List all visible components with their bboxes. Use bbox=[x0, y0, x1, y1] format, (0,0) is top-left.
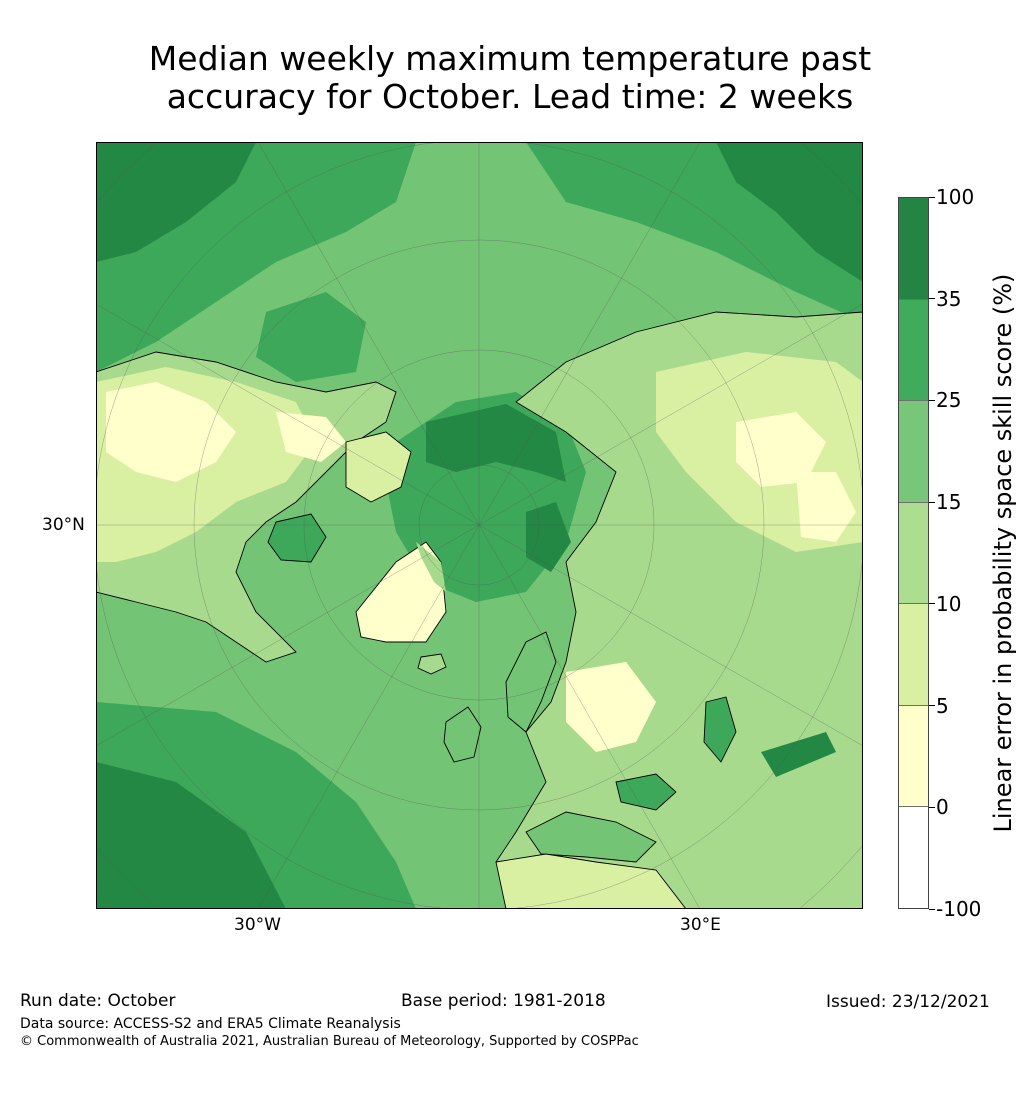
colorbar-tick-label-7: -100 bbox=[936, 897, 982, 921]
colorbar-segment-3 bbox=[899, 502, 928, 605]
colorbar-tick-label-3: 15 bbox=[936, 490, 962, 515]
issued-date: Issued: 23/12/2021 bbox=[826, 992, 990, 1012]
base-period: Base period: 1981-2018 bbox=[401, 991, 606, 1011]
colorbar-tick-label-6: 0 bbox=[936, 795, 949, 820]
hudson-bay bbox=[267, 513, 327, 563]
colorbar-tick-label-4: 10 bbox=[936, 591, 962, 616]
land-iceland bbox=[417, 653, 447, 675]
colorbar-tick-6 bbox=[929, 806, 935, 808]
title-line-1: Median weekly maximum temperature past bbox=[148, 39, 872, 78]
land-north-africa bbox=[495, 853, 687, 909]
colorbar-tick-2 bbox=[929, 399, 935, 401]
graticule-meridian-30w bbox=[257, 524, 480, 909]
graticule-meridian-150w bbox=[257, 142, 480, 526]
graticule bbox=[96, 142, 863, 909]
copyright: © Commonwealth of Australia 2021, Austra… bbox=[20, 1034, 639, 1049]
colorbar-segment-5 bbox=[899, 705, 928, 808]
land-greenland-rim bbox=[416, 542, 446, 592]
colorbar-segment-4 bbox=[899, 604, 928, 706]
colorbar-tick-5 bbox=[929, 705, 935, 707]
title-line-2: accuracy for October. Lead time: 2 weeks bbox=[166, 77, 854, 116]
colorbar-tick-1 bbox=[929, 298, 935, 300]
land-british-isles bbox=[443, 706, 482, 763]
arctic-ocean-dark-kara bbox=[526, 502, 571, 572]
ocean-mid-pacific-patch bbox=[256, 292, 366, 382]
colorbar-segment-0 bbox=[899, 198, 928, 300]
chart-title: Median weekly maximum temperature past a… bbox=[0, 40, 1020, 116]
ocean-darkest-ne bbox=[716, 142, 863, 282]
colorbar-segment-1 bbox=[899, 299, 928, 402]
ocean-darkest-nw bbox=[96, 142, 256, 262]
colorbar-segment-2 bbox=[899, 401, 928, 503]
land-north-america-cream bbox=[106, 382, 236, 482]
colorbar-tick-7 bbox=[929, 908, 935, 910]
graticule-meridian-150e bbox=[478, 142, 701, 526]
graticule-meridian-120e bbox=[478, 303, 863, 526]
caspian-sea bbox=[703, 696, 737, 763]
graticule-meridian-30e bbox=[478, 524, 701, 909]
arctic-ocean-dark bbox=[426, 404, 566, 482]
land-alaska-cream bbox=[276, 412, 346, 462]
axis-label-30w: 30°W bbox=[234, 915, 281, 935]
skill-map bbox=[96, 142, 863, 909]
map-frame bbox=[96, 142, 863, 909]
colorbar-tick-label-2: 25 bbox=[936, 388, 962, 413]
graticule-meridian-120w bbox=[96, 303, 480, 526]
black-sea bbox=[615, 773, 677, 811]
ocean-darkest-sw bbox=[96, 762, 286, 909]
graticule-meridian-60w bbox=[96, 524, 480, 747]
colorbar-segment-6 bbox=[899, 807, 928, 909]
land-greenland bbox=[355, 541, 447, 643]
colorbar bbox=[898, 197, 929, 909]
colorbar-tick-4 bbox=[929, 603, 935, 605]
colorbar-tick-3 bbox=[929, 501, 935, 503]
colorbar-tick-label-0: 100 bbox=[936, 185, 975, 209]
axis-label-30e: 30°E bbox=[680, 915, 721, 935]
run-date: Run date: October bbox=[20, 991, 176, 1011]
land-eurasia-cream-2 bbox=[796, 472, 856, 542]
colorbar-tick-label-5: 5 bbox=[936, 693, 949, 718]
colorbar-tick-0 bbox=[929, 196, 935, 198]
land-central-asia-cream bbox=[566, 662, 656, 752]
land-scandinavia bbox=[505, 631, 557, 733]
data-source: Data source: ACCESS-S2 and ERA5 Climate … bbox=[20, 1016, 401, 1032]
colorbar-title: Linear error in probability space skill … bbox=[989, 273, 1017, 833]
axis-label-30n: 30°N bbox=[42, 515, 85, 535]
colorbar-tick-label-1: 35 bbox=[936, 286, 962, 311]
graticule-meridian-60e bbox=[478, 524, 863, 747]
